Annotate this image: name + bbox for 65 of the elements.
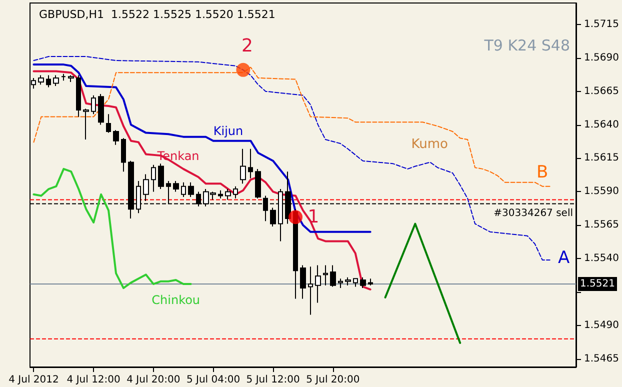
y-tick-label: 1.5615 bbox=[584, 152, 620, 164]
line-series bbox=[32, 70, 372, 290]
candlestick bbox=[270, 207, 276, 227]
candlestick bbox=[113, 130, 119, 146]
y-tick-label: 1.5665 bbox=[584, 86, 620, 97]
candlestick bbox=[248, 148, 253, 179]
candlestick bbox=[233, 186, 238, 199]
candlestick bbox=[360, 276, 366, 289]
candlestick bbox=[240, 148, 246, 184]
y-tick-label: 1.5590 bbox=[584, 186, 620, 198]
candlestick bbox=[323, 264, 328, 286]
candlestick bbox=[300, 264, 306, 300]
y-tick-label: 1.5640 bbox=[584, 119, 620, 130]
y-tick-label: 1.5565 bbox=[584, 220, 620, 231]
candlestick bbox=[158, 163, 164, 190]
candlestick bbox=[38, 74, 44, 86]
ref-line-label: #30334267 sell bbox=[494, 208, 574, 220]
series-label: Kijun bbox=[213, 124, 244, 138]
candlestick bbox=[76, 74, 81, 118]
candlestick bbox=[330, 264, 336, 288]
candlestick bbox=[53, 74, 59, 86]
candlestick bbox=[225, 188, 231, 200]
y-tick-label: 1.5690 bbox=[584, 52, 620, 64]
candlestick bbox=[121, 138, 126, 172]
candlestick bbox=[173, 180, 179, 192]
line-series bbox=[32, 64, 372, 233]
candlestick bbox=[46, 74, 51, 88]
candlestick bbox=[315, 264, 321, 304]
candlestick bbox=[106, 114, 111, 134]
y-tick-label: 1.5715 bbox=[584, 18, 620, 30]
x-tick-label: 5 Jul 12:00 bbox=[246, 374, 300, 386]
candlestick bbox=[308, 266, 313, 316]
text: GBPUSD,H1 1.5522 1.5525 1.5520 1.5521 bbox=[39, 8, 276, 21]
candlestick bbox=[68, 74, 74, 82]
candlestick bbox=[338, 278, 343, 289]
y-tick-label: 1.5465 bbox=[584, 353, 620, 364]
annotation: Kumo bbox=[411, 137, 448, 152]
series-label: B bbox=[536, 162, 548, 182]
candlestick bbox=[218, 190, 223, 199]
ref-line-label: 1.5521 bbox=[580, 278, 616, 290]
annotation: T9 K24 S48 bbox=[483, 36, 570, 54]
candlestick bbox=[91, 94, 96, 115]
candlestick bbox=[143, 174, 149, 202]
y-tick-label: 1.5490 bbox=[584, 320, 620, 332]
line-series bbox=[32, 168, 192, 290]
candlestick bbox=[61, 73, 66, 82]
candlestick bbox=[188, 182, 194, 198]
x-tick-label: 4 Jul 2012 bbox=[8, 374, 59, 386]
candlestick bbox=[255, 168, 261, 199]
x-tick-label: 5 Jul 04:00 bbox=[186, 374, 240, 386]
candlestick bbox=[98, 94, 104, 126]
y-tick-label: 1.5540 bbox=[584, 253, 620, 264]
candlestick bbox=[345, 276, 351, 286]
line-series bbox=[33, 56, 550, 260]
candlestick bbox=[368, 278, 373, 286]
x-tick-label: 4 Jul 20:00 bbox=[126, 374, 180, 386]
candlestick bbox=[181, 182, 186, 198]
x-tick-label: 5 Jul 20:00 bbox=[306, 374, 360, 386]
series-label: A bbox=[558, 248, 570, 268]
candlestick bbox=[83, 108, 89, 140]
x-tick-label: 4 Jul 12:00 bbox=[66, 374, 120, 386]
candlestick bbox=[353, 278, 358, 288]
series-label: Chinkou bbox=[152, 293, 200, 308]
candlestick bbox=[151, 164, 156, 192]
annotation: 2 bbox=[241, 35, 253, 56]
